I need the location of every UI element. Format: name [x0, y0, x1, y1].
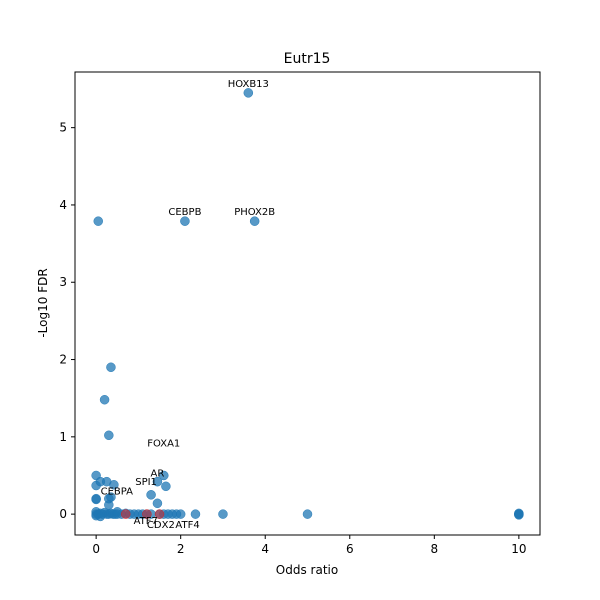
data-point [91, 494, 101, 505]
point-annotation: FOXA1 [147, 438, 180, 449]
x-tick-label: 10 [511, 542, 526, 556]
data-point [161, 481, 171, 492]
y-ticks: 0 1 2 3 4 5 [59, 121, 75, 521]
x-tick-label: 6 [346, 542, 354, 556]
point-annotation: CEBPA [101, 487, 134, 498]
points-layer [91, 216, 524, 522]
data-point [93, 216, 103, 226]
labeled-data-point [154, 509, 165, 519]
point-annotation: HOXB13 [228, 79, 269, 90]
labeled-data-point [249, 216, 260, 226]
y-tick-label: 5 [59, 121, 67, 135]
point-annotation: SPI1 [135, 477, 157, 488]
labeled-data-point [152, 476, 163, 487]
point-annotation: ATF4 [175, 520, 199, 531]
point-annotation: CEBPB [168, 207, 201, 218]
y-tick-label: 4 [59, 198, 67, 212]
plot-frame [74, 71, 541, 536]
y-tick-label: 0 [59, 507, 67, 521]
data-point [302, 509, 313, 519]
labeled-data-point [104, 493, 114, 504]
y-tick-label: 3 [59, 275, 67, 289]
x-tick-label: 2 [177, 542, 185, 556]
data-point [175, 509, 186, 519]
data-point [152, 498, 163, 509]
data-point [109, 480, 119, 490]
labeled-data-point [243, 88, 254, 98]
x-tick-label: 8 [430, 542, 438, 556]
data-point [104, 430, 114, 441]
data-point [514, 509, 524, 519]
data-point [112, 507, 123, 517]
y-tick-label: 1 [59, 430, 67, 444]
labeled-data-point [159, 470, 169, 481]
x-tick-label: 4 [261, 542, 269, 556]
data-point [106, 362, 116, 373]
x-axis-label: Odds ratio [276, 563, 338, 577]
chart-title: Eutr15 [284, 51, 331, 67]
labeled-data-point [180, 216, 190, 226]
x-tick-label: 0 [92, 542, 100, 556]
data-point [218, 509, 228, 519]
point-annotation: AR [151, 469, 165, 480]
point-annotation: PHOX2B [234, 207, 275, 218]
point-annotation: ATF7 [134, 516, 158, 527]
x-ticks: 0 2 4 6 8 10 [92, 535, 527, 556]
y-tick-label: 2 [59, 353, 67, 367]
labeled-data-point [120, 509, 131, 519]
point-annotation: CDX2 [147, 520, 175, 531]
y-axis-label: -Log10 FDR [36, 268, 50, 337]
data-point [95, 511, 106, 522]
labeled-data-point [146, 490, 156, 500]
data-point [190, 509, 201, 519]
labeled-data-point [142, 509, 152, 519]
data-point [99, 394, 110, 405]
